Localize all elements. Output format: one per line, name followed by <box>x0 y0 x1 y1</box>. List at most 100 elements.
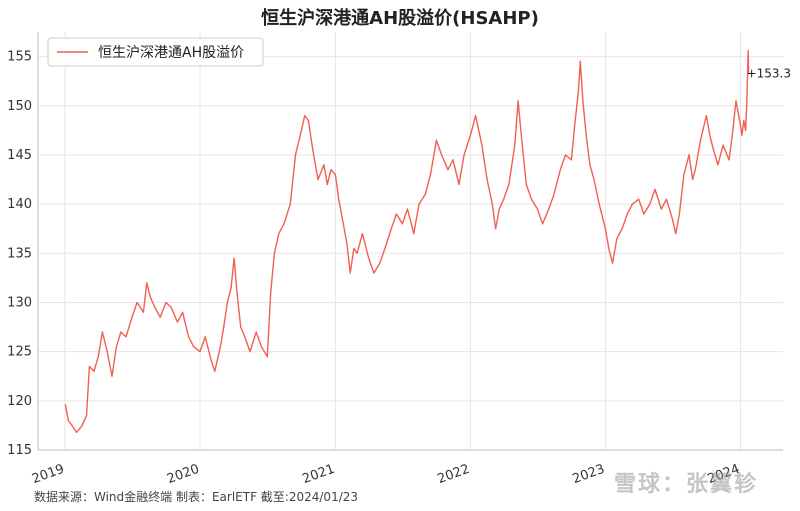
series-point <box>223 326 225 328</box>
series-point <box>671 218 674 220</box>
series-point <box>210 360 213 363</box>
series-point <box>413 233 415 235</box>
series-point <box>93 370 95 372</box>
series-point <box>199 351 201 353</box>
series-point <box>182 311 184 313</box>
series-point <box>204 336 206 338</box>
series-point <box>631 203 634 205</box>
series-point <box>604 228 607 230</box>
y-tick-label: 155 <box>7 50 32 65</box>
series-point <box>660 208 662 210</box>
series-point <box>735 100 737 102</box>
series-point <box>564 154 567 156</box>
series-point <box>214 370 216 372</box>
series-point <box>361 233 363 235</box>
series-point <box>85 415 88 417</box>
series-point <box>548 208 550 210</box>
series-point <box>111 375 113 377</box>
x-tick-label: 2021 <box>301 462 337 487</box>
y-tick-label: 150 <box>7 99 32 114</box>
series-point <box>260 346 262 348</box>
series-point <box>745 129 747 131</box>
series-point <box>731 134 733 136</box>
y-tick-label: 130 <box>7 295 32 310</box>
series-point <box>747 50 749 52</box>
series-point <box>683 174 685 176</box>
y-tick-label: 125 <box>7 345 32 360</box>
series-point <box>219 346 221 348</box>
y-tick-label: 115 <box>7 443 32 458</box>
series-point <box>486 178 488 181</box>
series-point <box>574 124 576 126</box>
series-point <box>570 159 573 161</box>
series-point <box>312 149 314 151</box>
series-point <box>739 124 742 126</box>
series-point <box>452 159 454 161</box>
series-point <box>705 115 708 117</box>
series-point <box>97 356 99 358</box>
y-tick-label: 120 <box>7 394 32 409</box>
series-point <box>304 115 306 117</box>
series-point <box>131 316 133 318</box>
series-point <box>379 262 381 264</box>
series-point <box>125 336 127 338</box>
series-point <box>517 100 519 102</box>
series-point <box>289 203 291 205</box>
series-point <box>142 311 144 313</box>
series-point <box>349 272 351 274</box>
series-point <box>559 169 561 171</box>
series-point <box>170 306 172 308</box>
series-point <box>598 203 600 205</box>
series-point <box>67 419 69 422</box>
series-point <box>323 164 325 166</box>
series-point <box>71 424 73 426</box>
series-point <box>176 321 179 323</box>
series-point <box>64 404 66 406</box>
series-point <box>638 198 640 200</box>
series-point <box>553 193 555 195</box>
series-point <box>643 213 645 215</box>
series-point <box>748 72 750 74</box>
last-value-label: +153.3 <box>747 66 791 80</box>
y-tick-label: 145 <box>7 148 32 163</box>
series-point <box>542 223 544 225</box>
series-point <box>356 252 358 254</box>
tick-labels: 115 120 125 130 135 140 145 150 155 2019 2020 2021 2… <box>7 50 742 487</box>
series-point <box>616 237 618 240</box>
series-layer <box>64 50 750 433</box>
series-point <box>149 297 152 299</box>
series-point <box>384 247 386 249</box>
series-point <box>699 139 702 141</box>
series-point <box>675 233 677 235</box>
legend-box <box>47 37 264 67</box>
series-point <box>585 134 587 136</box>
legend-label: 恒生沪深港通AH股溢价 <box>98 45 244 61</box>
series-point <box>458 183 460 185</box>
series-point <box>146 282 148 284</box>
series-point <box>334 174 336 176</box>
series-point <box>75 431 78 433</box>
series-point <box>346 242 348 245</box>
x-tick-label: 2022 <box>436 462 472 487</box>
series-point <box>429 174 432 176</box>
series-point <box>589 164 591 166</box>
series-point <box>491 203 493 205</box>
series-point <box>463 154 465 156</box>
series-point <box>326 183 328 185</box>
axes <box>37 32 783 451</box>
series-point <box>582 100 584 102</box>
series-point <box>514 144 516 146</box>
legend: 恒生沪深港通AH股溢价 <box>47 37 264 67</box>
series-point <box>154 306 156 308</box>
data-source-note: 数据来源：Wind金融终端 制表：EarlETF 截至:2024/01/23 <box>34 490 359 504</box>
series-point <box>188 336 190 338</box>
watermark: 雪球：张翼轸 <box>614 472 759 497</box>
y-tick-label: 140 <box>7 197 32 212</box>
series-point <box>88 365 90 367</box>
series-point <box>283 223 285 225</box>
series-point <box>424 193 426 195</box>
series-point <box>475 115 477 117</box>
series-point <box>728 159 730 161</box>
series-point <box>81 425 83 427</box>
series-point <box>665 198 668 200</box>
